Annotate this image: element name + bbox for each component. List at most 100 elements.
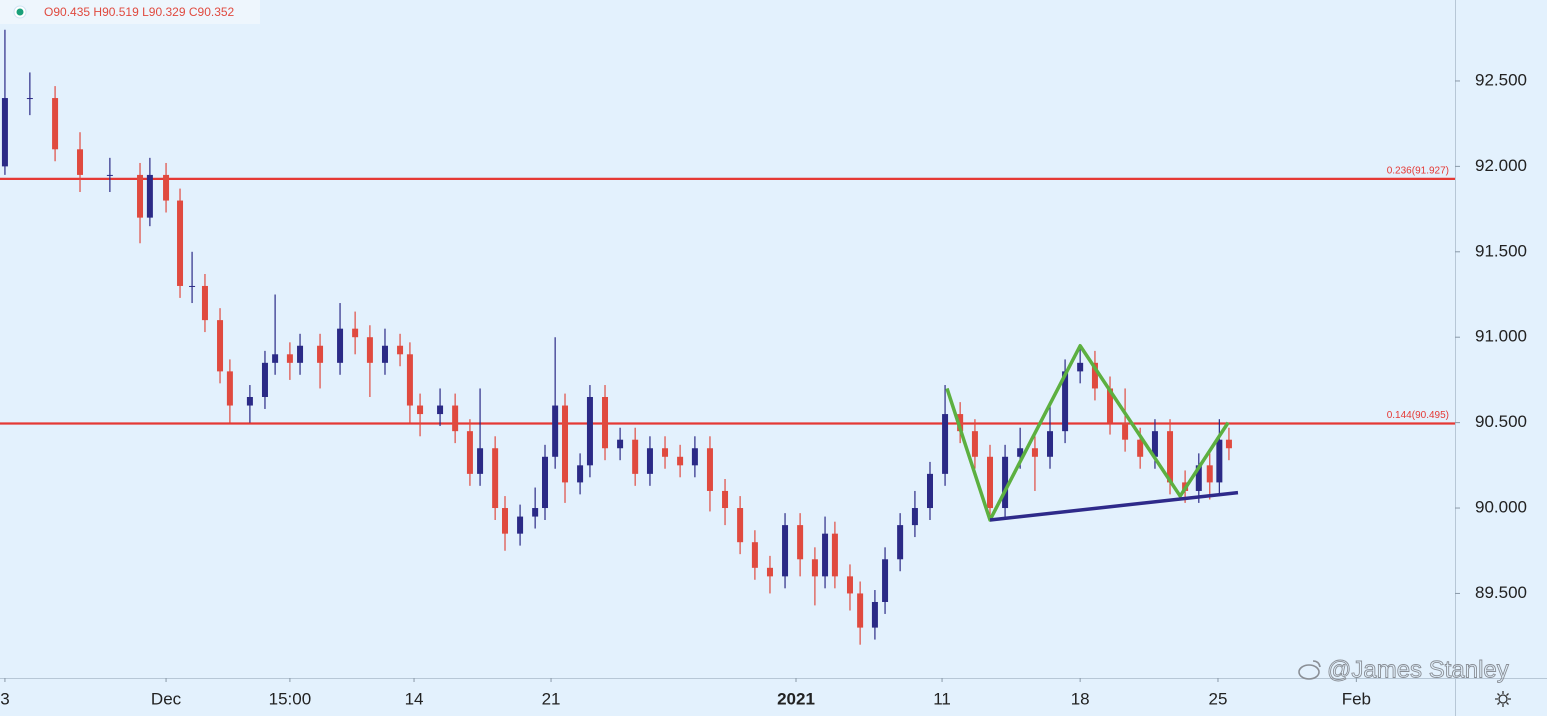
candle xyxy=(552,337,559,469)
candle-body xyxy=(261,362,268,397)
candle xyxy=(406,342,413,423)
candle xyxy=(602,385,609,461)
candle xyxy=(942,385,949,486)
candle xyxy=(286,342,293,380)
x-tick-label: 18 xyxy=(1071,689,1090,708)
candle-body xyxy=(1077,362,1084,372)
candle xyxy=(366,325,373,397)
high-label: H xyxy=(93,5,102,19)
candle-body xyxy=(987,456,994,509)
x-tick-label: Dec xyxy=(151,689,182,708)
candle xyxy=(797,513,804,577)
candle-body xyxy=(297,345,304,363)
candle-body xyxy=(406,354,413,406)
trend-drawing xyxy=(989,490,1239,522)
candle xyxy=(517,504,524,546)
candle-body xyxy=(1151,431,1158,457)
candle xyxy=(1077,345,1084,384)
candle-body xyxy=(1091,362,1098,389)
candle xyxy=(897,513,904,572)
candle-body xyxy=(562,405,569,483)
candle-body xyxy=(632,439,639,474)
candle-body xyxy=(822,533,829,577)
candle-body xyxy=(552,405,559,457)
candle-body xyxy=(381,345,388,363)
status-dot xyxy=(16,8,24,16)
candle-body xyxy=(417,405,424,415)
candle xyxy=(492,436,499,520)
candle-body xyxy=(1167,431,1174,483)
candle xyxy=(1216,419,1223,495)
candle-body xyxy=(397,345,404,355)
candle-body xyxy=(226,371,233,406)
candle xyxy=(782,513,789,589)
candle xyxy=(766,555,773,594)
candle xyxy=(137,162,144,244)
level-label: 0.144(90.495) xyxy=(1387,410,1449,421)
candle-body xyxy=(677,456,684,466)
candle xyxy=(52,86,59,162)
candle-body xyxy=(722,490,729,509)
x-tick-label: 25 xyxy=(1209,689,1228,708)
candle xyxy=(201,274,208,333)
candle-body xyxy=(532,508,539,517)
candle-body xyxy=(751,542,758,568)
settings-icon[interactable] xyxy=(1495,691,1511,707)
candle-body xyxy=(137,174,144,218)
candle-body xyxy=(577,465,584,483)
candle-body xyxy=(617,439,624,449)
candle-body xyxy=(882,559,889,602)
plot-area: 0.236(91.927) 0.144(90.495) xyxy=(0,29,1455,645)
candle xyxy=(226,359,233,423)
candle xyxy=(677,444,684,478)
candle-body xyxy=(466,431,473,474)
candle-body xyxy=(911,508,918,526)
candle-body xyxy=(1031,448,1038,457)
y-tick-label: 90.000 xyxy=(1475,498,1527,517)
open-label: O xyxy=(44,5,53,19)
candle xyxy=(882,547,889,614)
candle-body xyxy=(286,354,293,363)
candle-body xyxy=(1122,422,1129,440)
candle xyxy=(957,402,964,444)
candle xyxy=(26,72,33,116)
candle-body xyxy=(766,567,773,577)
candle-body xyxy=(602,396,609,449)
candle-body xyxy=(542,456,549,509)
low-value: 90.329 xyxy=(149,5,186,19)
candle-body xyxy=(517,516,524,534)
candle-body xyxy=(662,448,669,457)
candle-body xyxy=(1002,456,1009,509)
candle xyxy=(1002,444,1009,520)
candle xyxy=(722,478,729,526)
candle-body xyxy=(189,285,196,287)
candle-body xyxy=(246,396,253,406)
candle xyxy=(751,530,758,580)
candle xyxy=(542,444,549,520)
candle xyxy=(189,251,196,304)
candle-body xyxy=(871,601,878,628)
candle xyxy=(217,308,224,384)
x-tick-label: 11 xyxy=(933,689,951,708)
candle xyxy=(1047,405,1054,469)
candle xyxy=(297,333,304,375)
y-tick-label: 91.500 xyxy=(1475,241,1527,260)
candle xyxy=(352,311,359,355)
watermark-icon xyxy=(1298,660,1321,680)
ohlc-header: O90.435 H90.519 L90.329 C90.352 xyxy=(44,5,235,19)
candle xyxy=(857,581,864,645)
candle xyxy=(477,388,484,486)
candle-body xyxy=(502,508,509,534)
candle xyxy=(987,444,994,520)
candle-body xyxy=(691,448,698,466)
candle-body xyxy=(857,593,864,628)
candle xyxy=(437,388,444,427)
candle xyxy=(662,436,669,469)
candle-body xyxy=(1195,465,1202,491)
candle-body xyxy=(586,396,593,466)
candle xyxy=(397,333,404,367)
candle-body xyxy=(1047,431,1054,457)
x-tick-label: 14 xyxy=(405,689,424,708)
